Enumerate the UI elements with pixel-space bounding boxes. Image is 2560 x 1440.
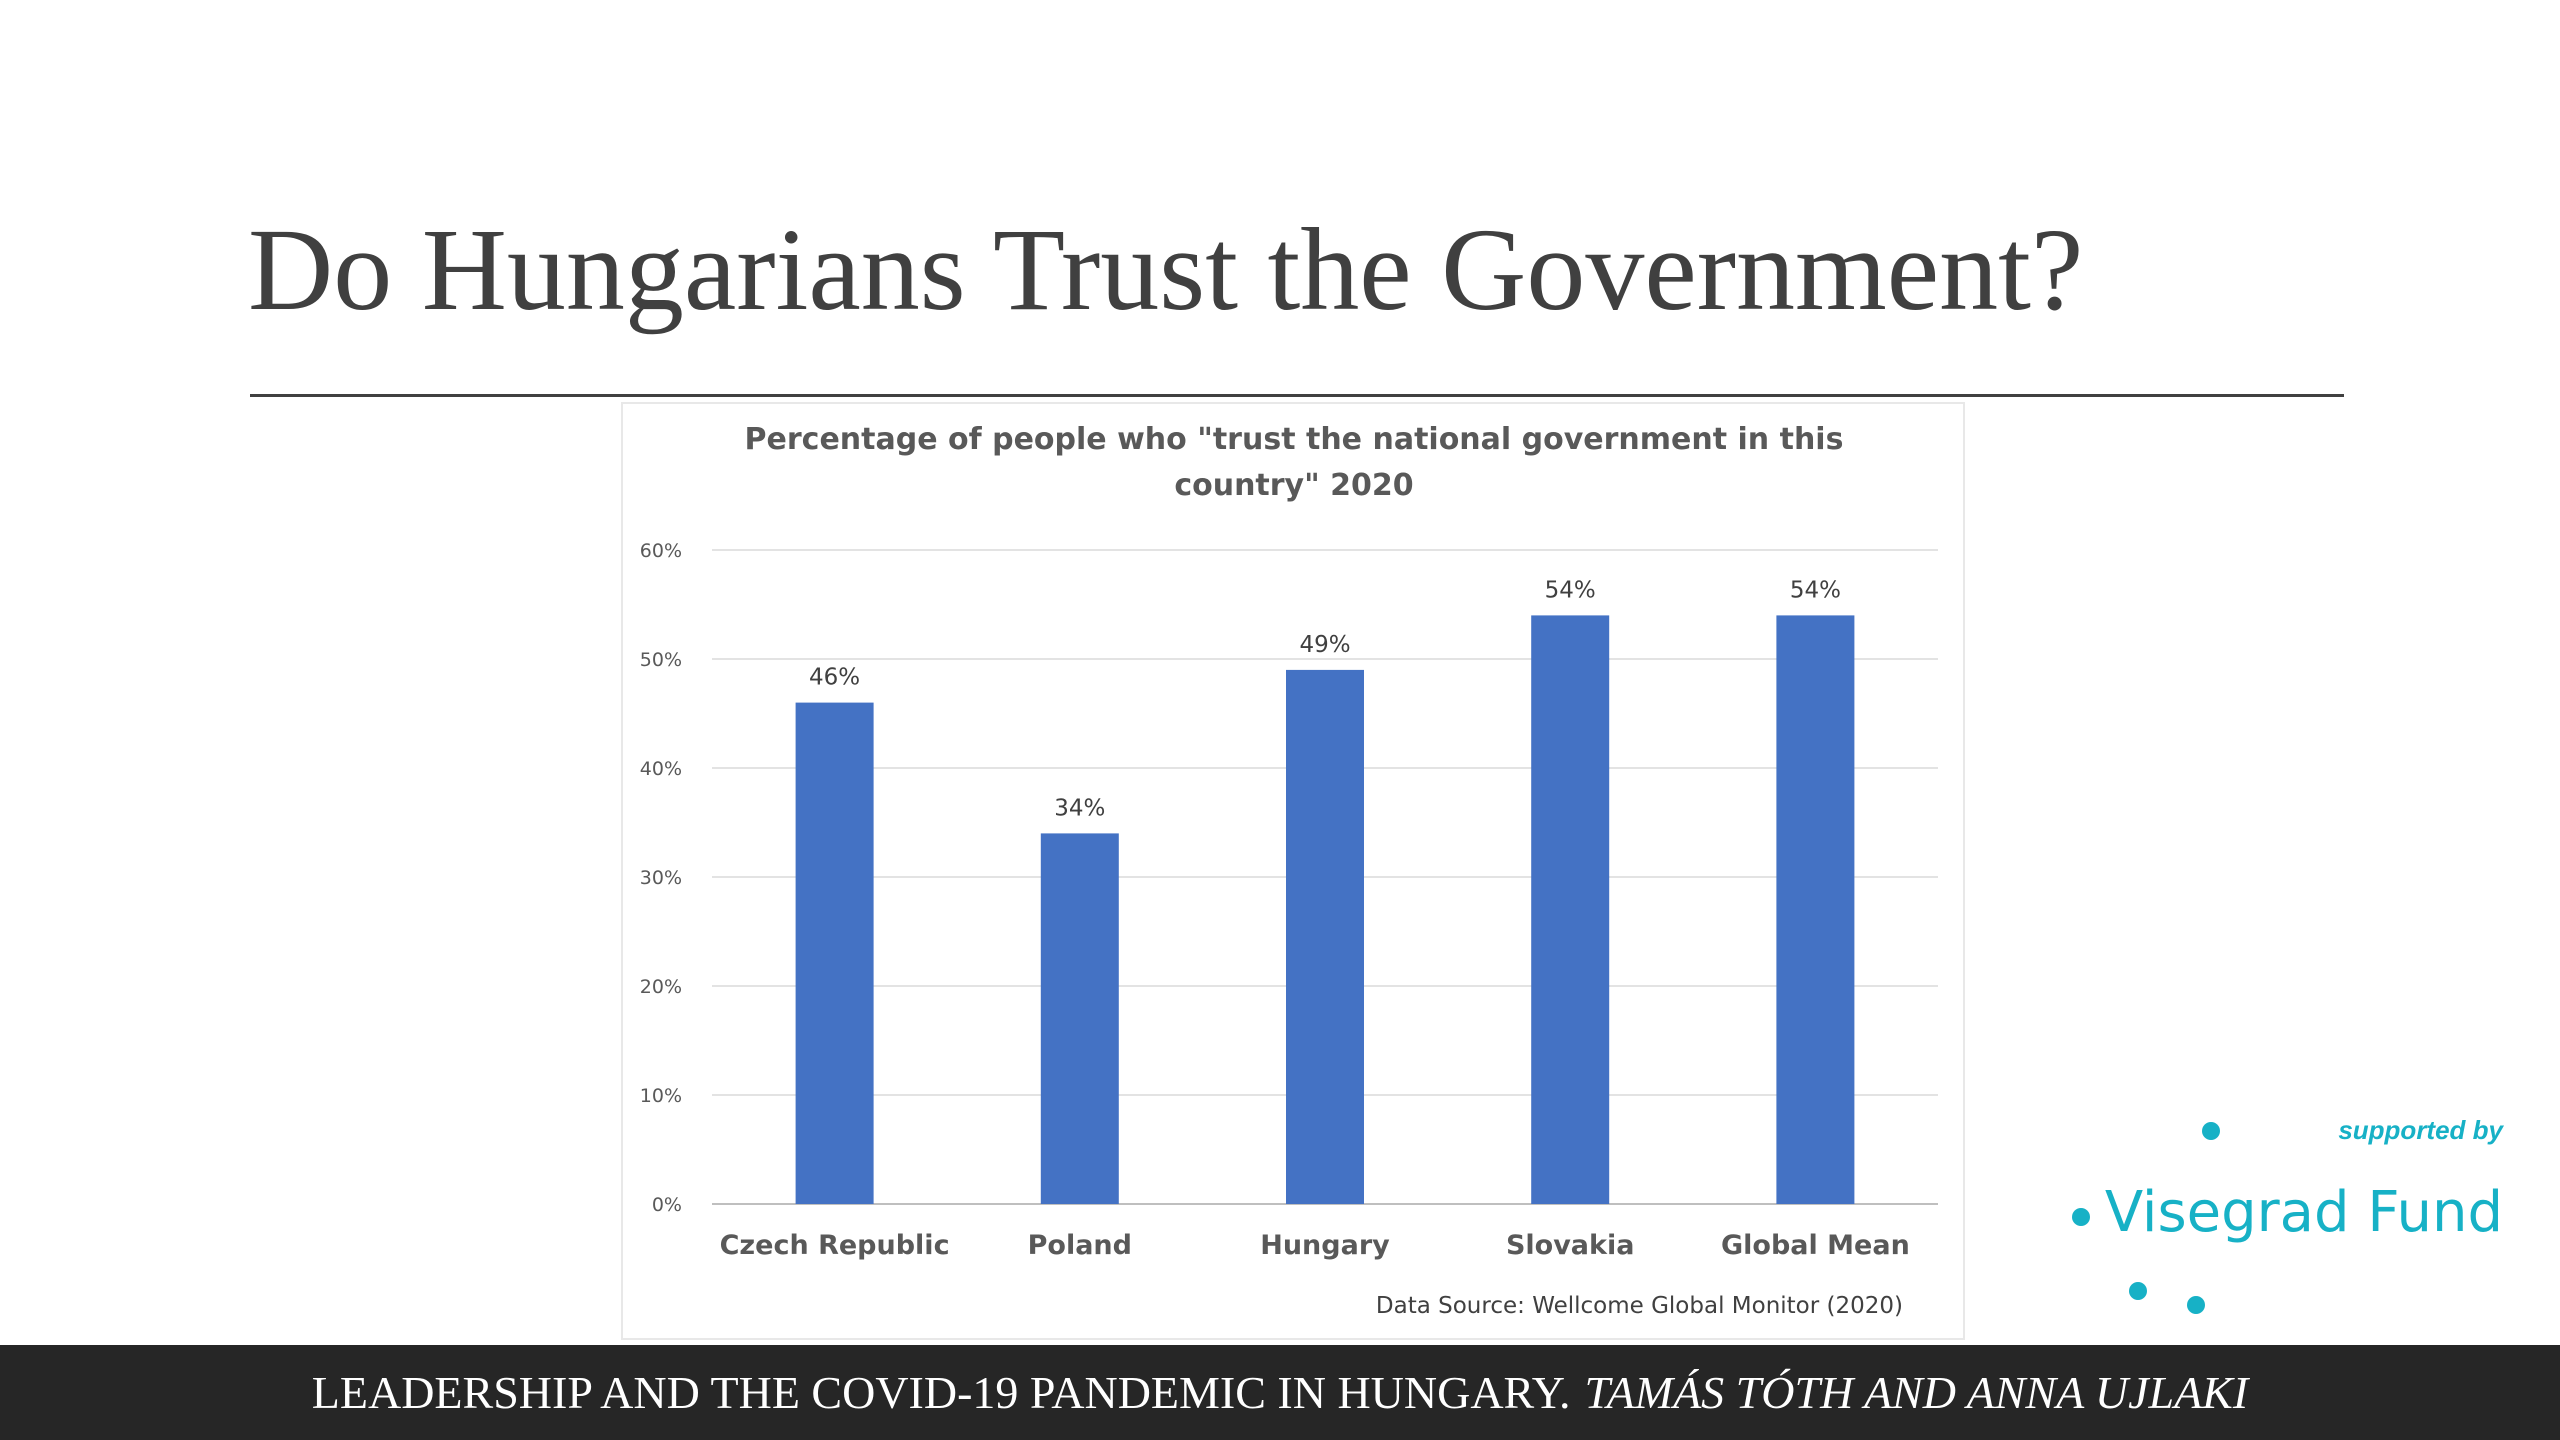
chart-title-line-1: Percentage of people who "trust the nati…: [745, 422, 1844, 457]
chart-source-note: Data Source: Wellcome Global Monitor (20…: [1376, 1293, 1903, 1319]
footer-bar: LEADERSHIP AND THE COVID-19 PANDEMIC IN …: [0, 1345, 2560, 1440]
bar: [1286, 669, 1364, 1204]
bar: [1776, 615, 1855, 1204]
logo-dot-icon: [2187, 1296, 2205, 1314]
y-axis-ticks: 0% 10% 20% 30% 40% 50% 60%: [640, 540, 682, 1216]
bar: [1531, 615, 1610, 1204]
x-tick-label: Hungary: [1260, 1230, 1390, 1261]
x-tick-label: Global Mean: [1721, 1230, 1910, 1261]
bars: [795, 615, 1855, 1204]
y-tick-label: 60%: [640, 540, 682, 562]
y-tick-label: 10%: [640, 1085, 682, 1107]
title-divider: [250, 394, 2344, 397]
data-label: 34%: [1054, 795, 1105, 821]
x-tick-label: Slovakia: [1506, 1230, 1635, 1261]
data-label: 49%: [1299, 632, 1350, 658]
supported-by-label: supported by: [2338, 1115, 2503, 1145]
x-axis-ticks: Czech Republic Poland Hungary Slovakia Globa…: [720, 1230, 1910, 1261]
data-label: 46%: [809, 665, 860, 691]
bar: [1040, 833, 1119, 1204]
x-tick-label: Czech Republic: [720, 1230, 950, 1261]
y-tick-label: 50%: [640, 649, 682, 671]
data-labels: 46% 34% 49% 54% 54%: [809, 577, 1841, 821]
y-tick-label: 30%: [640, 867, 682, 889]
slide-title: Do Hungarians Trust the Government?: [248, 204, 2084, 335]
chart-panel: Percentage of people who "trust the nati…: [621, 402, 1965, 1340]
data-label: 54%: [1790, 577, 1841, 603]
y-tick-label: 40%: [640, 758, 682, 780]
x-tick-label: Poland: [1028, 1230, 1132, 1261]
bar-chart: Percentage of people who "trust the nati…: [640, 422, 1938, 1319]
logo-dot-icon: [2072, 1208, 2090, 1226]
footer-authors: TAMÁS TÓTH AND ANNA UJLAKI: [1584, 1367, 2249, 1418]
logo-dot-icon: [2202, 1122, 2220, 1140]
data-label: 54%: [1545, 577, 1596, 603]
y-tick-label: 0%: [652, 1194, 682, 1216]
visegrad-fund-wordmark: Visegrad Fund: [2104, 1180, 2503, 1245]
chart-title-line-2: country" 2020: [1174, 468, 1413, 503]
bar: [795, 702, 874, 1204]
y-tick-label: 20%: [640, 976, 682, 998]
footer-presentation-title: LEADERSHIP AND THE COVID-19 PANDEMIC IN …: [311, 1367, 1571, 1418]
visegrad-fund-logo: supported by Visegrad Fund: [2050, 1100, 2550, 1330]
logo-dot-icon: [2129, 1282, 2147, 1300]
